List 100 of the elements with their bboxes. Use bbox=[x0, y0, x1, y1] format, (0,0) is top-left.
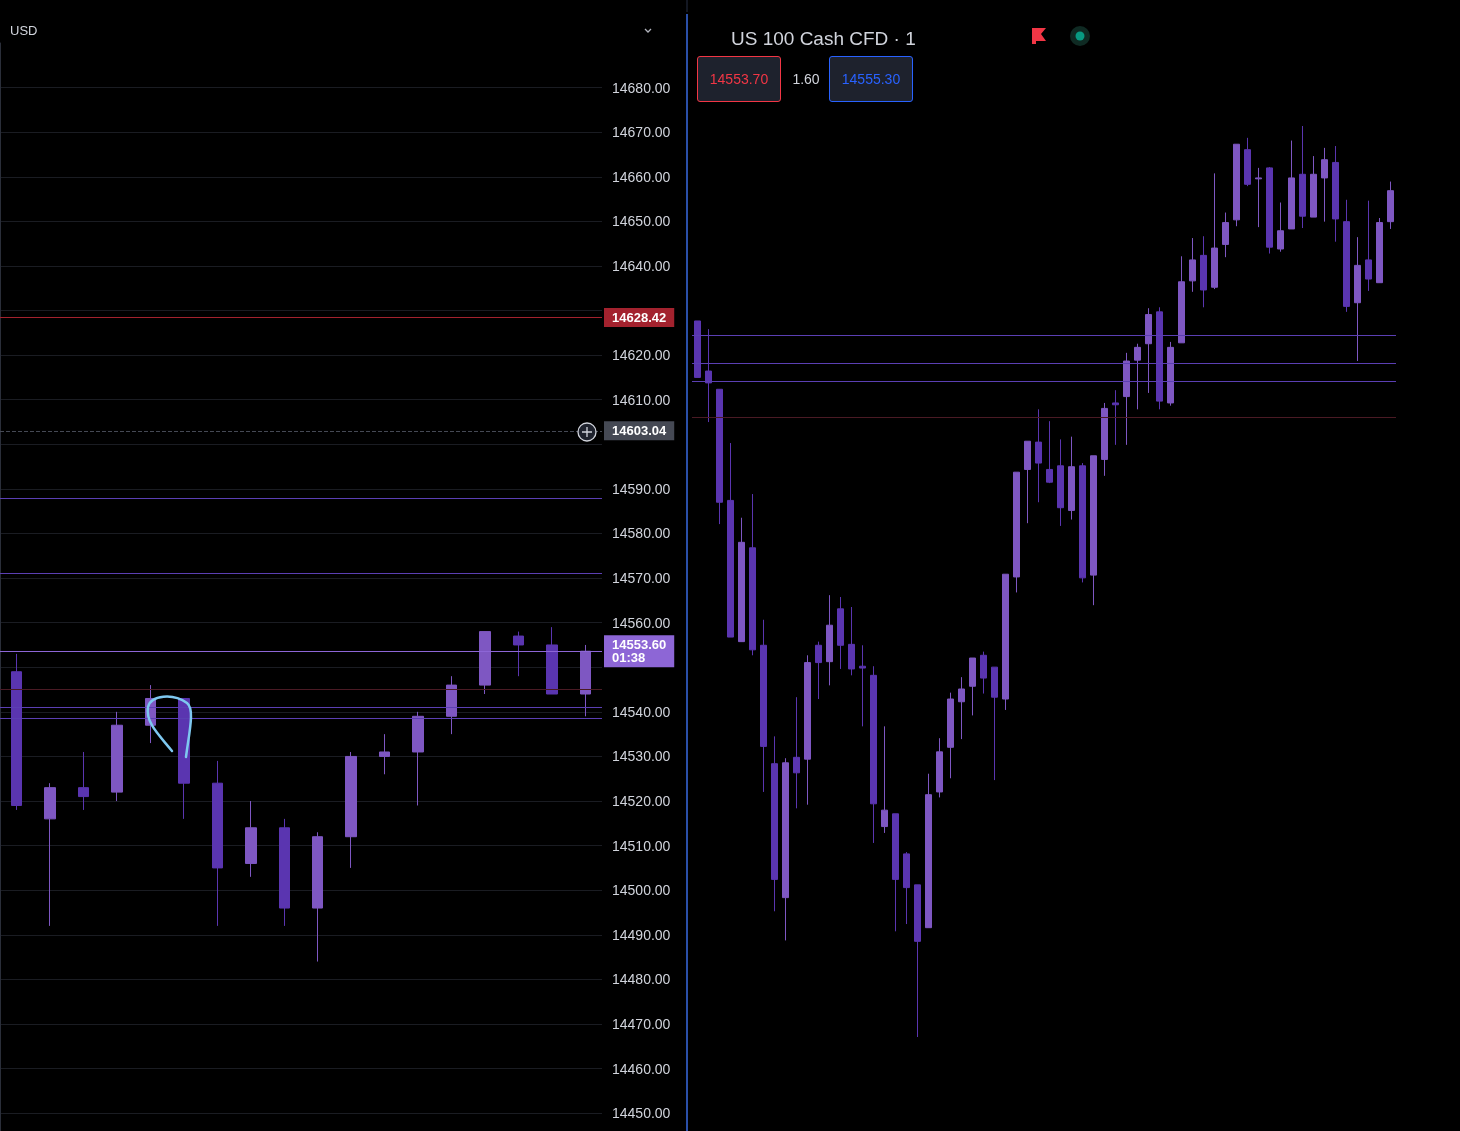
candlestick bbox=[1101, 402, 1108, 477]
candlestick bbox=[1365, 200, 1372, 292]
candlestick bbox=[859, 644, 866, 727]
candlestick bbox=[1112, 389, 1119, 446]
candlestick bbox=[980, 651, 987, 695]
candlestick bbox=[1343, 199, 1350, 313]
candlestick bbox=[947, 692, 954, 779]
candlestick bbox=[1068, 436, 1075, 521]
candlestick bbox=[1266, 166, 1273, 255]
candlestick bbox=[837, 596, 844, 670]
candlestick bbox=[1321, 147, 1328, 223]
y-tick-label: 14510.00 bbox=[612, 837, 671, 854]
candlestick bbox=[1211, 172, 1218, 290]
candlestick bbox=[1200, 235, 1207, 308]
y-tick-label: 14590.00 bbox=[612, 480, 671, 497]
y-tick-label: 14480.00 bbox=[612, 971, 671, 988]
candlestick bbox=[815, 641, 822, 700]
candlestick bbox=[793, 696, 800, 809]
candlestick bbox=[212, 760, 223, 927]
candlestick bbox=[1090, 455, 1097, 606]
candlestick bbox=[513, 631, 524, 677]
candlestick bbox=[782, 757, 789, 941]
ref-line-label: 14628.42 bbox=[612, 310, 667, 326]
candlestick bbox=[1123, 352, 1130, 446]
candlestick bbox=[727, 442, 734, 638]
y-tick-label: 14620.00 bbox=[612, 347, 671, 364]
candlestick bbox=[1299, 125, 1306, 229]
candlestick bbox=[1189, 237, 1196, 293]
y-axis-title: USD bbox=[10, 23, 38, 38]
candlestick bbox=[958, 676, 965, 740]
candlestick bbox=[826, 594, 833, 686]
candlestick bbox=[936, 737, 943, 798]
y-tick-label: 14470.00 bbox=[612, 1015, 671, 1032]
candlestick bbox=[1079, 462, 1086, 583]
candlestick bbox=[749, 493, 756, 656]
y-tick-label: 14450.00 bbox=[612, 1105, 671, 1122]
candlestick bbox=[848, 606, 855, 676]
candlestick bbox=[881, 725, 888, 834]
ref-line-label: 14553.60 01:38 bbox=[612, 637, 667, 666]
y-tick-label: 14460.00 bbox=[612, 1060, 671, 1077]
y-tick-label: 14670.00 bbox=[612, 124, 671, 141]
text: 14553.70 bbox=[697, 56, 781, 102]
candlestick bbox=[245, 800, 257, 878]
y-tick-label: 14650.00 bbox=[612, 213, 671, 230]
candlestick bbox=[892, 813, 899, 932]
candlestick bbox=[1013, 471, 1020, 593]
y-tick-label: 14490.00 bbox=[612, 926, 671, 943]
candlestick bbox=[111, 711, 123, 802]
candlestick bbox=[1046, 420, 1053, 484]
candlestick bbox=[1167, 341, 1174, 407]
candlestick bbox=[1222, 212, 1229, 258]
candlestick bbox=[925, 773, 932, 929]
candlestick bbox=[1354, 236, 1361, 362]
candlestick bbox=[1310, 155, 1317, 218]
chart-title: US 100 Cash CFD · 1 bbox=[731, 28, 916, 49]
candlestick bbox=[345, 751, 357, 869]
candlestick bbox=[1178, 255, 1185, 344]
candlestick bbox=[379, 733, 390, 775]
candlestick bbox=[1057, 438, 1064, 527]
candlestick bbox=[279, 818, 290, 927]
y-tick-label: 14570.00 bbox=[612, 570, 671, 587]
candlestick bbox=[1288, 140, 1295, 230]
candlestick bbox=[580, 644, 591, 717]
text: 1.60 bbox=[791, 70, 821, 89]
candlestick bbox=[446, 675, 457, 735]
candlestick bbox=[312, 831, 323, 963]
candlestick bbox=[1387, 181, 1394, 230]
candlestick bbox=[1035, 408, 1042, 503]
y-tick-label: 14560.00 bbox=[612, 614, 671, 631]
candlestick bbox=[78, 751, 89, 811]
y-tick-label: 14610.00 bbox=[612, 391, 671, 408]
y-tick-label: 14520.00 bbox=[612, 793, 671, 810]
candlestick bbox=[1134, 343, 1141, 410]
candlestick bbox=[914, 884, 921, 1038]
candlestick bbox=[1332, 145, 1339, 243]
candlestick bbox=[903, 851, 910, 925]
candlestick bbox=[1002, 573, 1009, 711]
candlestick bbox=[716, 388, 723, 525]
candlestick bbox=[1244, 137, 1251, 187]
ref-line-label: 14603.04 bbox=[612, 423, 667, 439]
candlestick bbox=[738, 517, 745, 643]
candlestick bbox=[412, 711, 424, 806]
y-tick-label: 14580.00 bbox=[612, 525, 671, 542]
candlestick bbox=[804, 654, 811, 806]
candlestick bbox=[546, 626, 558, 695]
y-tick-label: 14500.00 bbox=[612, 882, 671, 899]
candlestick bbox=[479, 631, 491, 695]
y-tick-label: 14640.00 bbox=[612, 257, 671, 274]
candlestick bbox=[44, 782, 56, 927]
text: 14555.30 bbox=[829, 56, 913, 102]
y-tick-label: 14660.00 bbox=[612, 168, 671, 185]
candlestick bbox=[760, 619, 767, 793]
candlestick bbox=[771, 735, 778, 912]
y-tick-label: 14540.00 bbox=[612, 703, 671, 720]
candlestick bbox=[1145, 307, 1152, 394]
candlestick bbox=[870, 665, 877, 844]
candlestick bbox=[1376, 217, 1383, 284]
candlestick bbox=[1233, 143, 1240, 227]
candlestick bbox=[1277, 202, 1284, 253]
y-tick-label: 14530.00 bbox=[612, 748, 671, 765]
